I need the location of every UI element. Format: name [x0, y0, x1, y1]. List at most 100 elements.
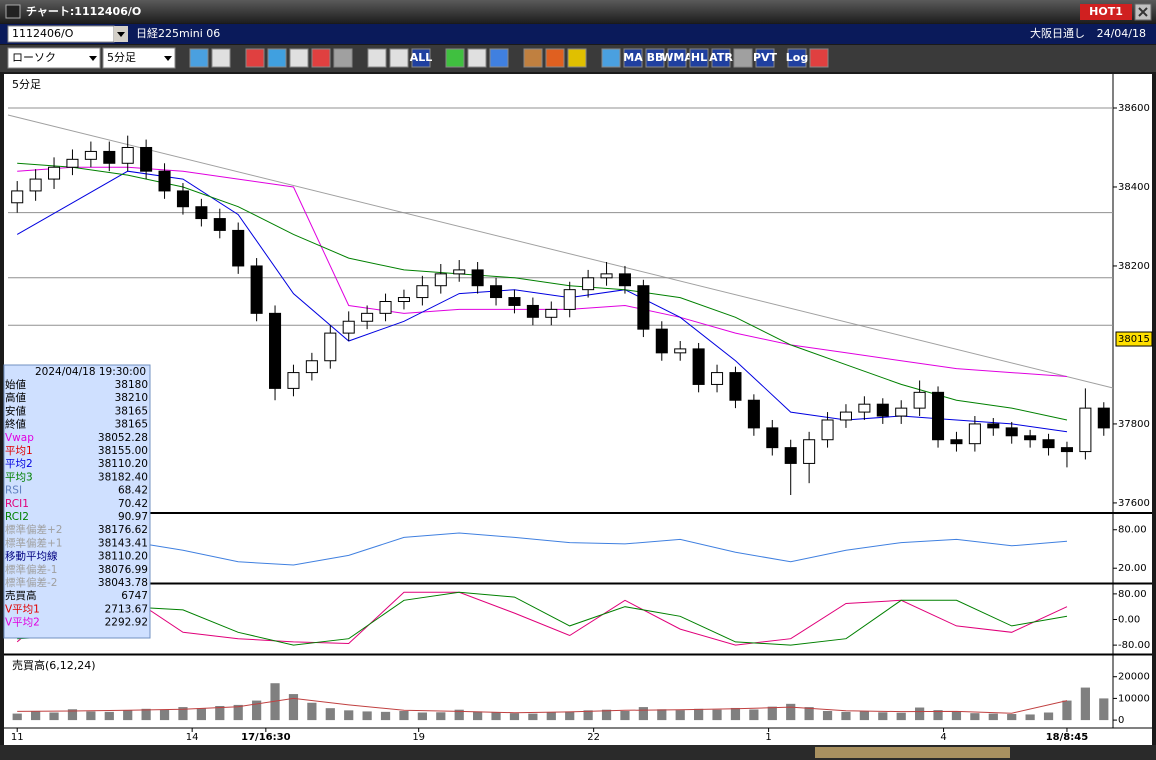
volume-bar — [436, 712, 446, 721]
toolbar-button-label[interactable]: MA — [623, 51, 643, 64]
toolbar-button[interactable] — [367, 48, 387, 68]
info-label: 始値 — [5, 378, 26, 391]
info-label: 終値 — [5, 418, 26, 431]
x-tick-label: 22 — [587, 732, 600, 743]
volume-bar — [86, 711, 96, 721]
y-tick-label: 0 — [1118, 715, 1124, 726]
info-value: 38043.78 — [98, 577, 148, 589]
toolbar-button[interactable] — [601, 48, 621, 68]
candle-body — [121, 146, 134, 164]
info-value: 6747 — [121, 590, 148, 602]
candle-body — [747, 399, 760, 429]
toolbar-button[interactable] — [567, 48, 587, 68]
x-tick-label: 18/8:45 — [1046, 732, 1088, 743]
toolbar-button[interactable] — [545, 48, 565, 68]
y-tick-label: 20.00 — [1118, 563, 1147, 574]
candle-body — [987, 423, 1000, 429]
volume-bar — [344, 710, 354, 721]
volume-bar — [307, 702, 317, 721]
volume-bar — [473, 711, 483, 721]
volume-bar — [252, 700, 262, 721]
scroll-thumb[interactable] — [815, 747, 1010, 758]
toolbar-button[interactable] — [389, 48, 409, 68]
indicator-line — [17, 166, 1068, 377]
toolbar-button[interactable] — [245, 48, 265, 68]
volume-bar — [1099, 698, 1109, 721]
toolbar-button[interactable] — [489, 48, 509, 68]
toolbar-button[interactable] — [755, 48, 775, 68]
candle-body — [1024, 435, 1037, 441]
y-tick-label: 37800 — [1118, 419, 1150, 430]
chart-type-select[interactable] — [7, 47, 101, 69]
last-price-label: 38015 — [1118, 334, 1150, 345]
toolbar-button[interactable] — [411, 48, 431, 68]
volume-bar — [712, 709, 722, 721]
candle-body — [140, 146, 153, 172]
candle-body — [1005, 427, 1018, 437]
toolbar-button-label[interactable]: BB — [647, 51, 664, 64]
toolbar-button-label[interactable]: ALL — [410, 51, 433, 64]
candle-body — [1042, 439, 1055, 449]
toolbar-button[interactable] — [645, 48, 665, 68]
y-tick-label: -80.00 — [1118, 640, 1150, 651]
volume-bar — [601, 709, 612, 721]
candle-body — [563, 289, 576, 310]
toolbar-button[interactable] — [211, 48, 231, 68]
candle-body — [195, 206, 208, 220]
volume-bar — [620, 710, 630, 721]
toolbar-button-label[interactable]: ATR — [709, 51, 733, 64]
date: 24/04/18 — [1097, 27, 1146, 40]
x-tick-label: 11 — [11, 732, 24, 743]
hot-badge-text[interactable]: HOT1 — [1089, 5, 1123, 18]
toolbar-button[interactable] — [311, 48, 331, 68]
volume-bar — [491, 712, 501, 721]
toolbar-button[interactable] — [711, 48, 731, 68]
toolbar-button-label[interactable]: PVT — [753, 51, 778, 64]
dropdown-arrow — [89, 56, 97, 61]
volume-bar — [1043, 712, 1054, 721]
candle-body — [803, 439, 816, 464]
toolbar-button[interactable] — [787, 48, 807, 68]
y-tick-label: 38400 — [1118, 182, 1150, 193]
toolbar-button-label[interactable]: Log — [786, 51, 808, 64]
candle-body — [361, 312, 374, 322]
period-select[interactable] — [102, 47, 176, 69]
candle-body — [305, 360, 318, 374]
indicator-line — [17, 162, 1068, 421]
chart-area — [4, 74, 1152, 746]
info-label: 標準偏差-2 — [5, 576, 57, 589]
info-value: 70.42 — [118, 498, 148, 510]
toolbar-button[interactable] — [623, 48, 643, 68]
volume-bar — [141, 708, 151, 721]
candle-body — [784, 447, 797, 464]
candle-body — [453, 269, 466, 275]
window-title: チャート:1112406/O — [26, 5, 141, 18]
toolbar-button[interactable] — [267, 48, 287, 68]
candle-body — [103, 150, 116, 164]
toolbar-button[interactable] — [809, 48, 829, 68]
hot-badge[interactable] — [1080, 4, 1132, 20]
toolbar-button[interactable] — [523, 48, 543, 68]
info-label: 安値 — [5, 404, 26, 417]
volume-bar — [583, 710, 593, 721]
toolbar-button[interactable] — [289, 48, 309, 68]
dropdown-arrow — [117, 32, 125, 37]
last-price-box — [1115, 331, 1153, 347]
title-bar — [0, 0, 1156, 23]
toolbar-button[interactable] — [733, 48, 753, 68]
toolbar-button-label[interactable]: HL — [691, 51, 707, 64]
toolbar-button[interactable] — [689, 48, 709, 68]
toolbar-button-label[interactable]: WMA — [661, 51, 693, 64]
volume-bar — [767, 706, 777, 721]
volume-bar — [988, 713, 998, 721]
volume-bar — [786, 703, 796, 721]
volume-bar — [399, 710, 409, 721]
volume-bar — [325, 708, 335, 721]
toolbar-button[interactable] — [667, 48, 687, 68]
close-icon — [1138, 7, 1148, 17]
toolbar-button[interactable] — [333, 48, 353, 68]
candle-body — [434, 273, 447, 287]
toolbar-button[interactable] — [189, 48, 209, 68]
toolbar-button[interactable] — [445, 48, 465, 68]
toolbar-button[interactable] — [467, 48, 487, 68]
